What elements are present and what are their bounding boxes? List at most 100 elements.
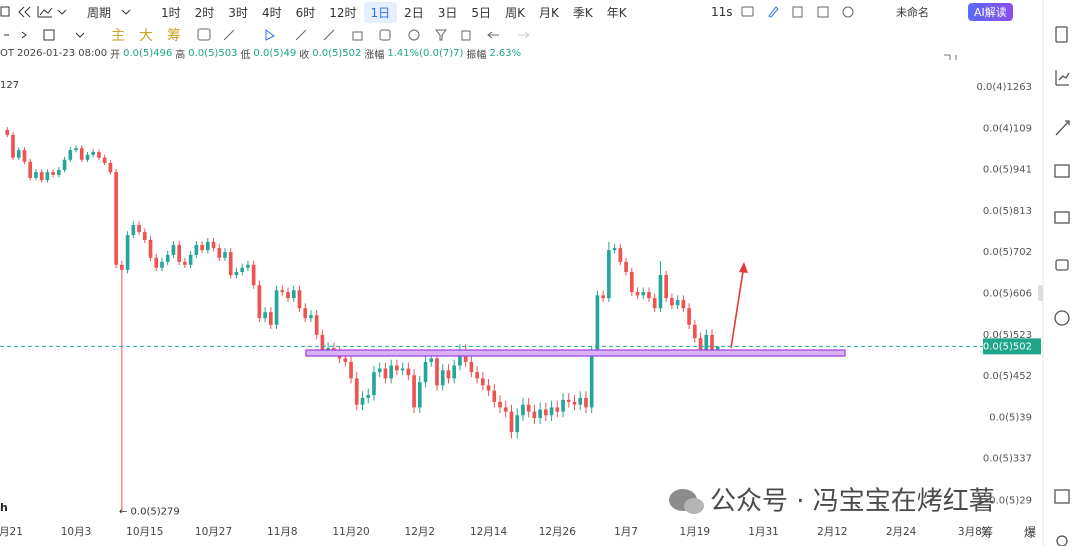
indicator-button[interactable]: 主 <box>111 28 125 44</box>
candle-body[interactable] <box>389 365 393 379</box>
candle-body[interactable] <box>154 257 159 268</box>
icon[interactable] <box>741 6 754 17</box>
candle-body[interactable] <box>200 244 204 251</box>
candle-body[interactable] <box>492 390 497 402</box>
candle-body[interactable] <box>22 150 27 162</box>
candle-body[interactable] <box>354 378 359 405</box>
candle-body[interactable] <box>710 334 714 350</box>
candle-body[interactable] <box>555 407 560 412</box>
candle-body[interactable] <box>303 308 308 319</box>
icon[interactable] <box>323 29 335 41</box>
candle-body[interactable] <box>641 292 646 296</box>
candle-body[interactable] <box>108 162 113 173</box>
candle-body[interactable] <box>120 264 124 270</box>
interval-button[interactable]: 6时 <box>295 5 316 20</box>
candle-body[interactable] <box>423 361 428 383</box>
candle-body[interactable] <box>406 368 411 376</box>
interval-button[interactable]: 5日 <box>471 5 492 20</box>
candle-body[interactable] <box>5 129 10 135</box>
ai-button[interactable]: AI解读 <box>968 3 1013 21</box>
candle-body[interactable] <box>91 152 96 155</box>
candle-body[interactable] <box>532 411 537 419</box>
candle-body[interactable] <box>429 358 434 362</box>
candle-body[interactable] <box>521 404 525 416</box>
candle-body[interactable] <box>45 172 50 181</box>
candle-body[interactable] <box>177 244 181 262</box>
interval-button[interactable]: 2时 <box>194 5 215 20</box>
candle-body[interactable] <box>211 241 216 249</box>
icon[interactable] <box>352 31 363 41</box>
indicator-button[interactable]: 筹 <box>167 28 181 44</box>
candle-body[interactable] <box>561 399 565 412</box>
sidebar-handle[interactable] <box>1038 285 1043 301</box>
candle-body[interactable] <box>165 254 170 262</box>
candle-body[interactable] <box>320 334 325 353</box>
candle-body[interactable] <box>349 361 353 379</box>
candle-body[interactable] <box>704 334 709 350</box>
candle-body[interactable] <box>183 261 187 265</box>
candle-body[interactable] <box>246 264 250 268</box>
candle-body[interactable] <box>572 401 577 405</box>
candle-body[interactable] <box>343 358 348 362</box>
candle-body[interactable] <box>681 300 686 309</box>
candle-body[interactable] <box>280 290 285 293</box>
interval-button[interactable]: 月K <box>538 5 559 20</box>
candle-body[interactable] <box>498 401 502 408</box>
icon-panel[interactable] <box>1054 164 1070 178</box>
candle-body[interactable] <box>469 361 474 373</box>
interval-button[interactable]: 4时 <box>261 5 282 20</box>
candle-body[interactable] <box>274 290 279 325</box>
candle-body[interactable] <box>440 370 445 386</box>
footer-button[interactable]: 爆 <box>1024 526 1036 540</box>
icon-ai[interactable] <box>1054 310 1070 326</box>
candle-body[interactable] <box>687 308 691 325</box>
icon[interactable] <box>75 32 85 38</box>
candle-body[interactable] <box>137 225 141 233</box>
candle-body[interactable] <box>234 272 239 276</box>
interval-button[interactable]: 季K <box>572 5 593 20</box>
interval-button[interactable]: 1日 <box>363 1 398 23</box>
icon[interactable] <box>434 29 448 41</box>
candle-body[interactable] <box>601 295 605 299</box>
candle-body[interactable] <box>57 170 61 175</box>
icon[interactable] <box>265 29 275 41</box>
candle-body[interactable] <box>635 292 640 296</box>
candle-body[interactable] <box>515 415 520 433</box>
candle-body[interactable] <box>509 411 514 433</box>
candle-body[interactable] <box>16 150 21 158</box>
candle-body[interactable] <box>400 368 405 371</box>
candle-body[interactable] <box>51 172 55 175</box>
interval-button[interactable]: 周K <box>505 5 525 20</box>
icon[interactable] <box>379 29 391 41</box>
icon[interactable] <box>0 6 10 17</box>
candle-body[interactable] <box>452 365 457 379</box>
candle-body[interactable] <box>286 292 290 299</box>
candle-body[interactable] <box>28 161 33 178</box>
candle-body[interactable] <box>188 254 193 265</box>
candle-body[interactable] <box>263 312 267 319</box>
icon[interactable] <box>43 29 55 41</box>
candle-body[interactable] <box>240 267 245 273</box>
candle-body[interactable] <box>269 312 273 325</box>
indicator-button[interactable]: 大 <box>139 28 153 44</box>
candle-body[interactable] <box>412 375 416 408</box>
candle-body[interactable] <box>480 378 485 386</box>
icon[interactable] <box>408 29 420 41</box>
candle-body[interactable] <box>395 365 399 371</box>
interval-button[interactable]: 3日 <box>437 5 458 20</box>
candle-body[interactable] <box>675 300 680 306</box>
candle-body[interactable] <box>142 232 147 240</box>
candle-body[interactable] <box>205 241 210 251</box>
icon-trend[interactable] <box>1055 120 1070 136</box>
candle-body[interactable] <box>652 298 657 309</box>
interval-button[interactable]: 年K <box>606 5 627 20</box>
icon-bot[interactable] <box>1055 259 1069 271</box>
icon[interactable] <box>817 6 829 18</box>
candle-body[interactable] <box>309 315 313 319</box>
candle-body[interactable] <box>377 368 382 373</box>
candle-body[interactable] <box>79 148 84 160</box>
candle-body[interactable] <box>314 315 319 335</box>
icon[interactable] <box>487 31 499 39</box>
candle-body[interactable] <box>629 272 634 293</box>
icon-stats[interactable] <box>1055 70 1070 86</box>
